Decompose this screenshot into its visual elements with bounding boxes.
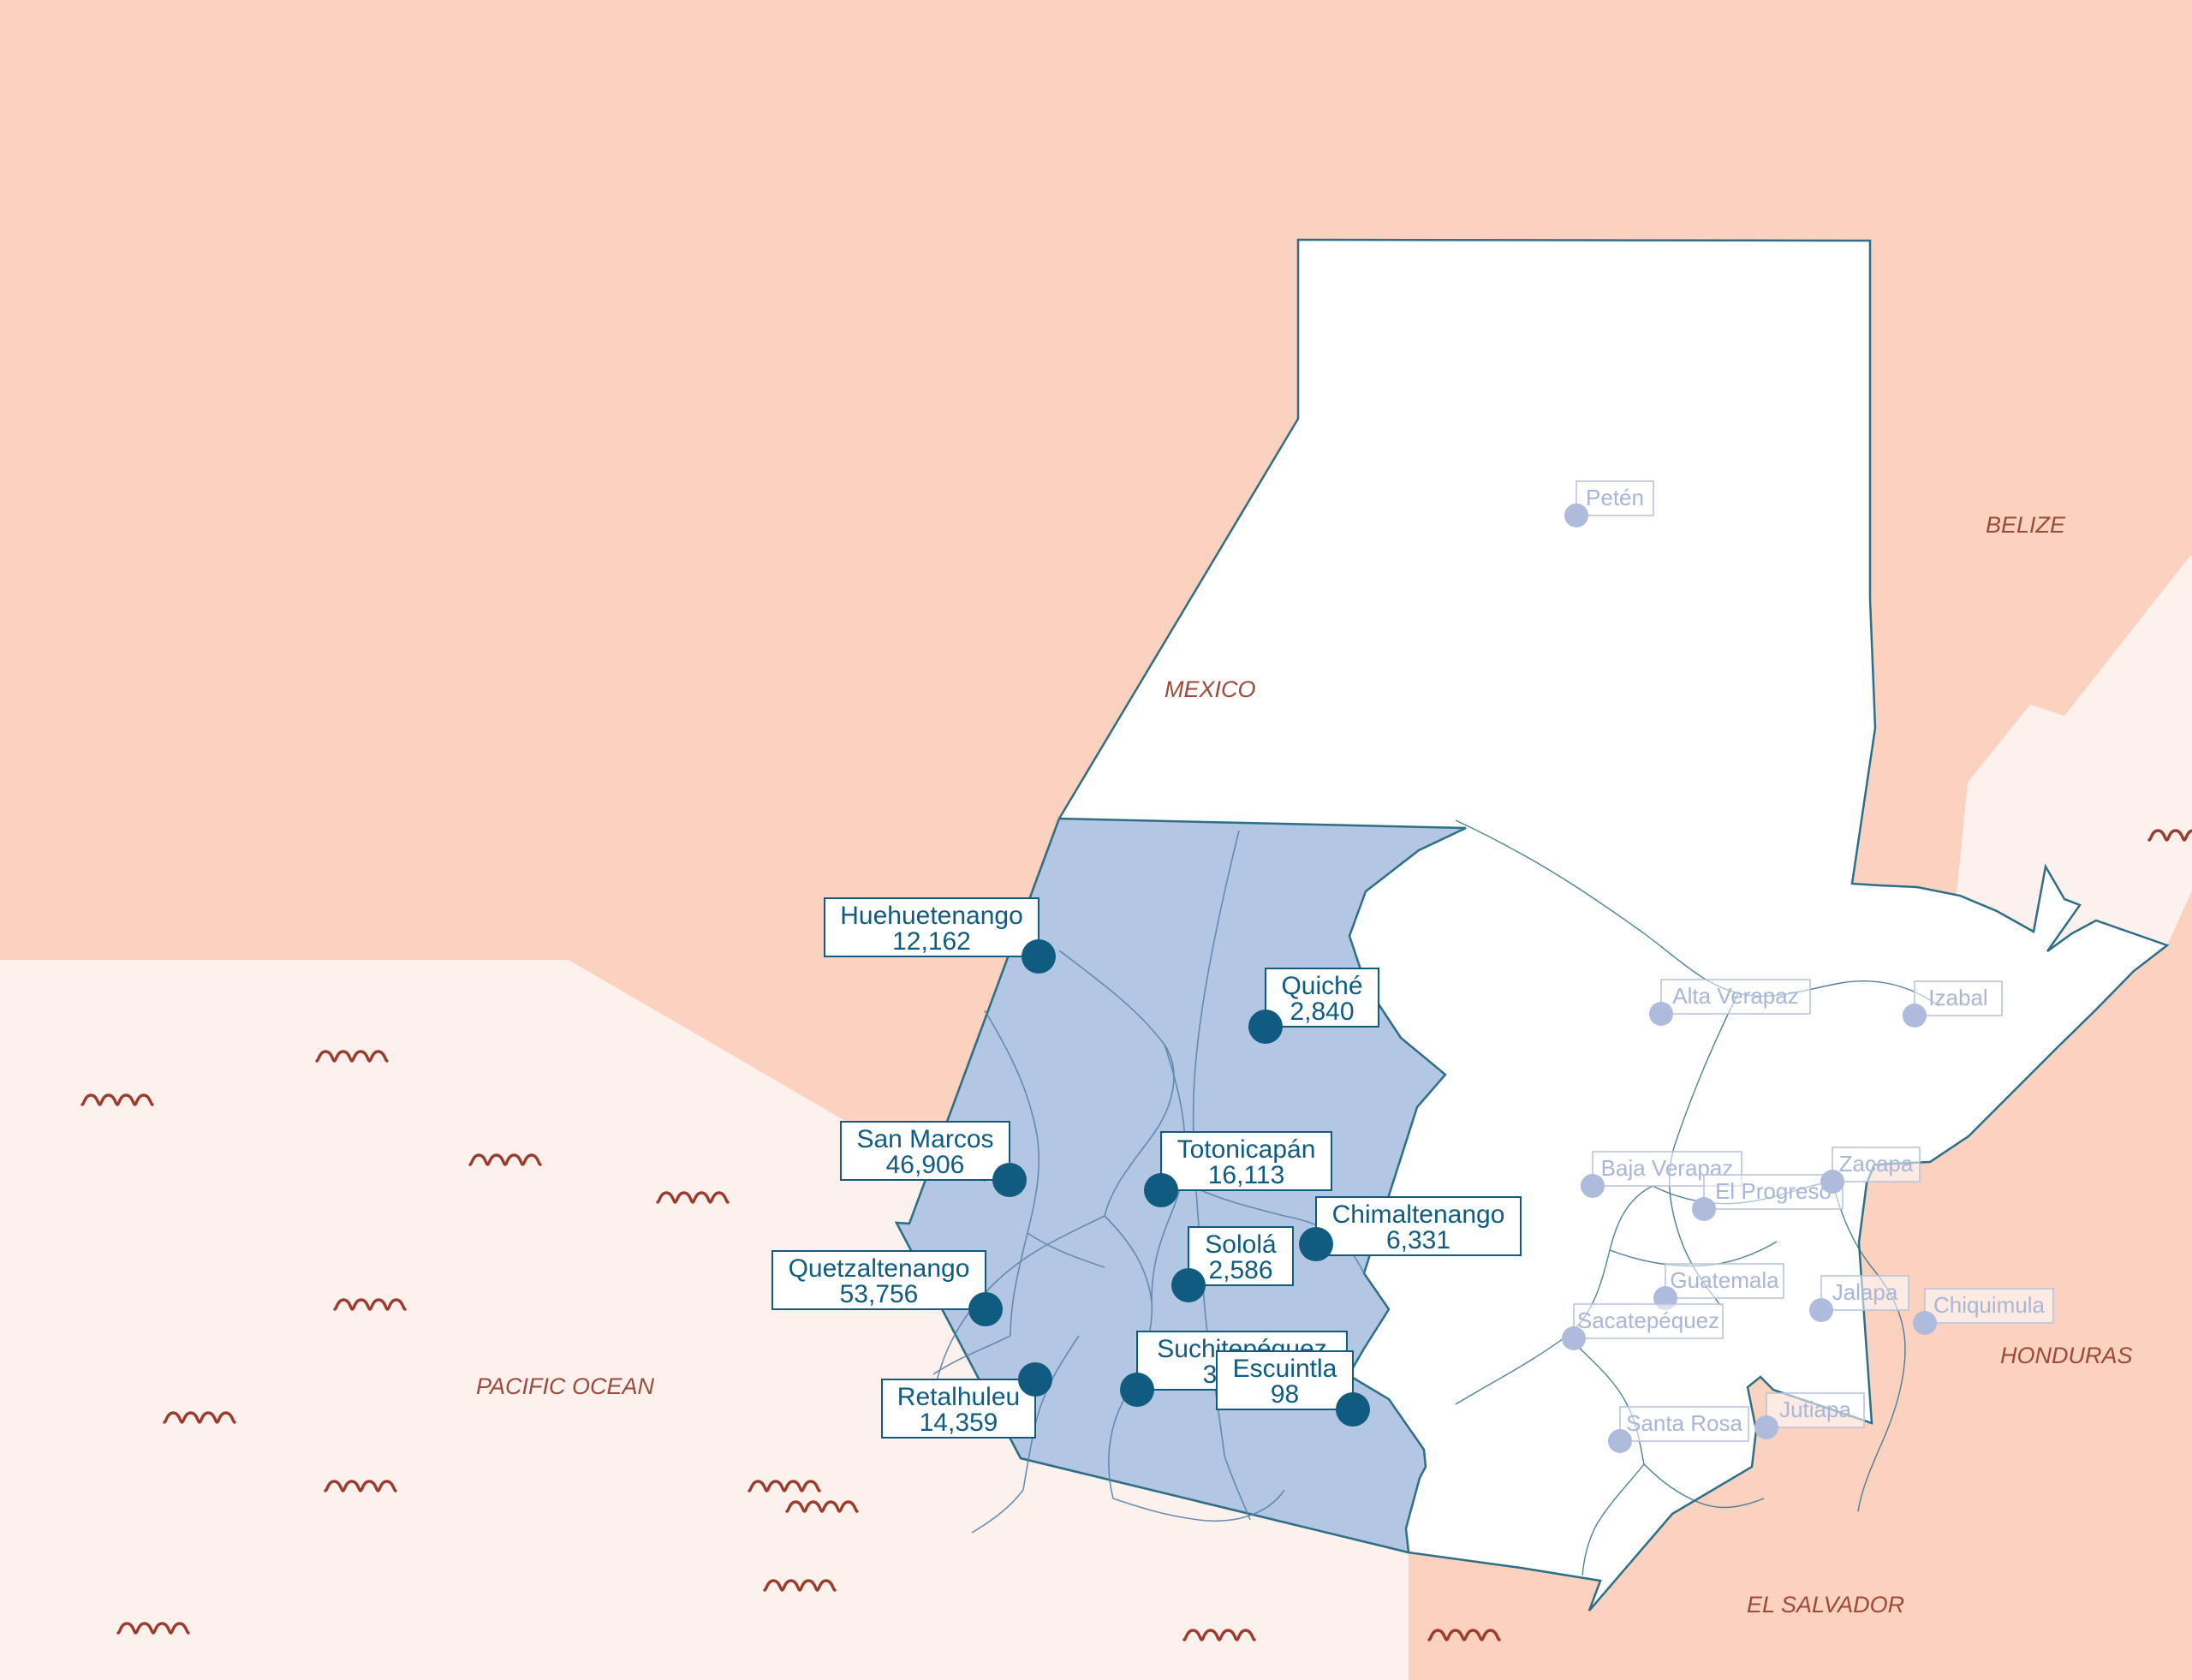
svg-text:Jalapa: Jalapa: [1832, 1279, 1898, 1305]
svg-text:53,756: 53,756: [840, 1280, 919, 1308]
svg-text:2,840: 2,840: [1290, 998, 1354, 1026]
svg-text:Chimaltenango: Chimaltenango: [1332, 1200, 1505, 1229]
svg-text:Jutiapa: Jutiapa: [1779, 1397, 1851, 1422]
svg-text:HONDURAS: HONDURAS: [2000, 1343, 2133, 1368]
svg-text:San Marcos: San Marcos: [856, 1125, 993, 1153]
svg-text:Huehuetenango: Huehuetenango: [840, 902, 1023, 930]
svg-text:BELIZE: BELIZE: [1986, 512, 2066, 538]
svg-text:Izabal: Izabal: [1928, 985, 1987, 1010]
svg-text:Guatemala: Guatemala: [1670, 1267, 1779, 1293]
svg-text:MEXICO: MEXICO: [1164, 676, 1256, 702]
svg-text:98: 98: [1271, 1380, 1299, 1409]
svg-text:Quiché: Quiché: [1281, 972, 1362, 1000]
svg-text:Totonicapán: Totonicapán: [1177, 1135, 1316, 1164]
svg-text:Petén: Petén: [1586, 485, 1644, 510]
svg-text:2,586: 2,586: [1208, 1256, 1272, 1284]
svg-text:Alta Verapaz: Alta Verapaz: [1672, 983, 1798, 1009]
svg-text:Chiquimula: Chiquimula: [1933, 1292, 2046, 1318]
svg-text:12,162: 12,162: [892, 927, 971, 956]
svg-text:14,359: 14,359: [920, 1409, 998, 1437]
svg-text:Retalhuleu: Retalhuleu: [897, 1383, 1020, 1411]
svg-text:Santa Rosa: Santa Rosa: [1626, 1410, 1742, 1436]
svg-text:PACIFIC OCEAN: PACIFIC OCEAN: [476, 1373, 655, 1399]
svg-text:Sololá: Sololá: [1205, 1230, 1277, 1259]
svg-text:EL SALVADOR: EL SALVADOR: [1747, 1592, 1904, 1617]
svg-text:Quetzaltenango: Quetzaltenango: [789, 1254, 970, 1283]
svg-text:6,331: 6,331: [1386, 1226, 1450, 1254]
svg-text:Sacatepéquez: Sacatepéquez: [1577, 1308, 1719, 1333]
svg-text:El Progreso: El Progreso: [1715, 1178, 1832, 1204]
svg-text:Escuintla: Escuintla: [1233, 1355, 1337, 1383]
svg-text:16,113: 16,113: [1208, 1161, 1285, 1189]
svg-text:Zacapa: Zacapa: [1839, 1151, 1914, 1177]
svg-text:46,906: 46,906: [886, 1151, 965, 1179]
